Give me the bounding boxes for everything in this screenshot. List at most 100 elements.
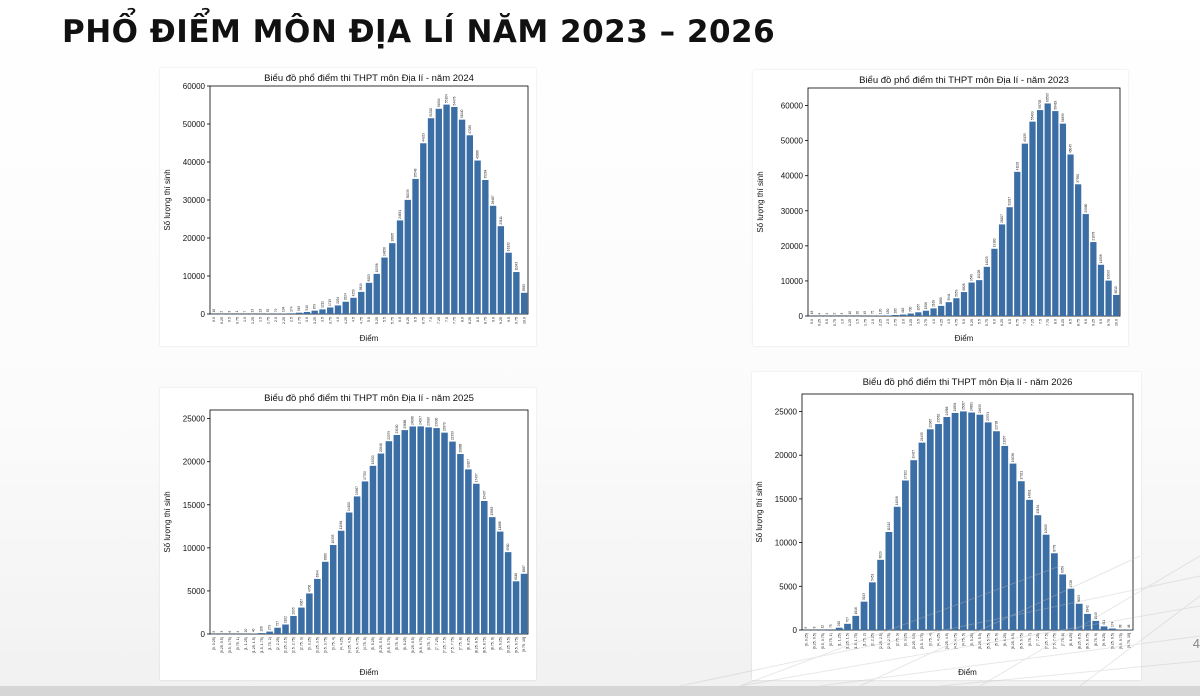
x-tick-label: [0, 0.25): [212, 637, 216, 650]
x-tick-label: [2.5, 2.75): [887, 633, 891, 649]
x-tick-label: 6.0: [398, 317, 402, 322]
data-label: 17021: [1019, 471, 1023, 480]
x-tick-label: 8.5: [1069, 319, 1073, 324]
x-tick-label: 0.0: [212, 317, 216, 322]
x-tick-label: [7.75, 8): [1061, 633, 1065, 646]
data-label: 24097: [419, 416, 423, 425]
data-label: 285: [894, 308, 898, 314]
data-label: 18635: [390, 233, 394, 242]
bar: [938, 305, 945, 316]
data-label: 540: [305, 305, 309, 311]
bar: [1075, 603, 1083, 630]
x-tick-label: 7.5: [445, 317, 449, 322]
x-tick-label: 3.5: [917, 319, 921, 324]
data-label: 23990: [427, 417, 431, 426]
data-label: 345: [297, 306, 301, 312]
bar: [409, 426, 416, 634]
bar: [365, 282, 373, 314]
x-tick-label: [1.5, 1.75): [260, 637, 264, 653]
y-tick-label: 30000: [183, 196, 206, 205]
bar: [266, 631, 273, 634]
x-tick-label: [1, 1.25): [837, 633, 841, 646]
bar: [1084, 613, 1091, 630]
bar: [290, 615, 297, 634]
x-tick-label: [7.25, 7.5): [443, 637, 447, 653]
bar: [893, 506, 901, 630]
data-label: 22333: [450, 431, 454, 440]
x-tick-label: [0.5, 0.75): [821, 633, 825, 649]
y-tick-label: 10000: [781, 277, 804, 286]
data-label: 6010: [1114, 286, 1118, 293]
bar: [1067, 154, 1074, 316]
x-tick-label: 1.0: [243, 317, 247, 322]
x-tick-label: 9.5: [507, 317, 511, 322]
data-label: 79: [274, 308, 278, 312]
data-label: 2169: [932, 300, 936, 307]
x-tick-label: 9.25: [1092, 319, 1096, 326]
data-label: 4: [825, 312, 829, 314]
bar: [968, 282, 975, 316]
y-tick-label: 10000: [183, 272, 206, 281]
data-label: 10: [848, 311, 852, 315]
x-tick-label: 9.75: [1107, 319, 1111, 326]
x-tick-label: 9.25: [499, 317, 503, 324]
x-tick-label: 2.75: [894, 319, 898, 326]
bar: [1059, 123, 1067, 316]
x-tick-label: 5.5: [383, 317, 387, 322]
bar: [353, 496, 361, 634]
data-label: 5059: [954, 289, 958, 296]
bar: [488, 517, 496, 634]
data-label: 2095: [291, 607, 295, 614]
x-tick-label: 4.5: [947, 319, 951, 324]
bar: [393, 434, 401, 634]
y-tick-label: 0: [799, 312, 804, 321]
data-label: 727: [276, 621, 280, 627]
x-tick-label: [0.25, 0.5): [813, 633, 817, 649]
data-label: 11212: [887, 522, 891, 531]
x-tick-label: 8.75: [1076, 319, 1080, 326]
data-label: 44929: [421, 133, 425, 142]
data-label: 29060: [1084, 203, 1088, 212]
x-tick-label: [5, 5.25): [371, 637, 375, 650]
x-tick-label: [4, 4.25): [937, 633, 941, 646]
x-tick-label: 0.75: [235, 317, 239, 324]
data-label: 23370: [443, 422, 447, 431]
bar: [342, 301, 349, 314]
bar: [900, 314, 907, 316]
data-label: 1057: [916, 303, 920, 310]
x-tick-label: [2.75, 3): [895, 633, 899, 646]
x-tick-label: 4.0: [336, 317, 340, 322]
x-tick-label: 6.25: [406, 317, 410, 324]
bar: [1034, 515, 1042, 630]
data-label: 10226: [977, 270, 981, 279]
data-label: 20888: [458, 443, 462, 452]
bar: [852, 615, 860, 630]
data-label: 416: [901, 307, 905, 313]
data-label: 3: [840, 312, 844, 314]
data-label: 6826: [962, 283, 966, 290]
data-label: 14858: [383, 247, 387, 256]
data-label: 1715: [328, 299, 332, 306]
x-tick-label: [1.25, 1.5): [252, 637, 256, 653]
data-label: 41102: [1015, 161, 1019, 170]
bar: [930, 308, 937, 316]
data-label: 23: [258, 309, 262, 313]
bar: [298, 607, 305, 634]
bar: [1042, 534, 1050, 630]
data-label: 19160: [992, 238, 996, 247]
bar: [473, 483, 480, 634]
data-label: 10333: [331, 534, 335, 543]
x-tick-label: [9.5, 9.75): [1119, 633, 1123, 649]
x-tick-label: 8.25: [468, 317, 472, 324]
chart-panel-2025: Biểu đồ phổ điểm thi THPT môn Địa lí - n…: [160, 388, 536, 680]
bar: [1044, 103, 1051, 316]
bar: [1017, 481, 1025, 630]
bar: [319, 309, 326, 314]
plot-frame: [801, 393, 1134, 631]
x-tick-label: 1.0: [840, 319, 844, 324]
data-label: 5: [804, 626, 808, 628]
x-tick-label: [4.25, 4.5): [945, 633, 949, 649]
data-label: 24834: [953, 402, 957, 411]
data-label: 1616: [854, 607, 858, 614]
x-tick-label: [5.25, 5.5): [379, 637, 383, 653]
